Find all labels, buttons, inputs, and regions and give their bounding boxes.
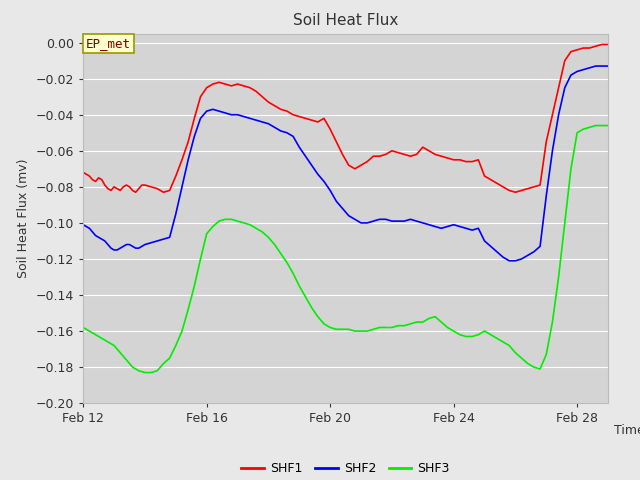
SHF3 bbox=[196, 256, 204, 262]
SHF2 bbox=[79, 222, 87, 228]
Legend: SHF1, SHF2, SHF3: SHF1, SHF2, SHF3 bbox=[236, 457, 455, 480]
SHF1 bbox=[277, 107, 285, 112]
SHF1 bbox=[598, 42, 605, 48]
SHF2 bbox=[184, 157, 192, 163]
SHF3 bbox=[604, 123, 612, 129]
Line: SHF3: SHF3 bbox=[83, 126, 608, 372]
Text: EP_met: EP_met bbox=[86, 37, 131, 50]
Title: Soil Heat Flux: Soil Heat Flux bbox=[293, 13, 398, 28]
Y-axis label: Soil Heat Flux (mv): Soil Heat Flux (mv) bbox=[17, 159, 30, 278]
SHF3 bbox=[116, 350, 124, 356]
SHF3 bbox=[592, 123, 600, 129]
SHF3 bbox=[524, 360, 532, 366]
SHF1 bbox=[132, 190, 140, 195]
SHF1 bbox=[561, 58, 568, 63]
SHF2 bbox=[120, 243, 127, 249]
SHF3 bbox=[598, 123, 605, 129]
SHF2 bbox=[314, 171, 322, 177]
SHF3 bbox=[79, 324, 87, 330]
SHF1 bbox=[604, 42, 612, 48]
SHF1 bbox=[79, 169, 87, 175]
SHF2 bbox=[333, 198, 340, 204]
SHF1 bbox=[191, 116, 198, 121]
X-axis label: Time: Time bbox=[614, 423, 640, 436]
SHF3 bbox=[376, 324, 383, 330]
SHF3 bbox=[141, 370, 148, 375]
SHF2 bbox=[592, 63, 600, 69]
SHF1 bbox=[339, 152, 346, 157]
SHF2 bbox=[271, 124, 278, 130]
SHF2 bbox=[604, 63, 612, 69]
SHF1 bbox=[320, 116, 328, 121]
Line: SHF1: SHF1 bbox=[83, 45, 608, 192]
SHF1 bbox=[120, 184, 127, 190]
SHF2 bbox=[506, 258, 513, 264]
SHF3 bbox=[184, 307, 192, 312]
Line: SHF2: SHF2 bbox=[83, 66, 608, 261]
SHF2 bbox=[561, 85, 568, 91]
